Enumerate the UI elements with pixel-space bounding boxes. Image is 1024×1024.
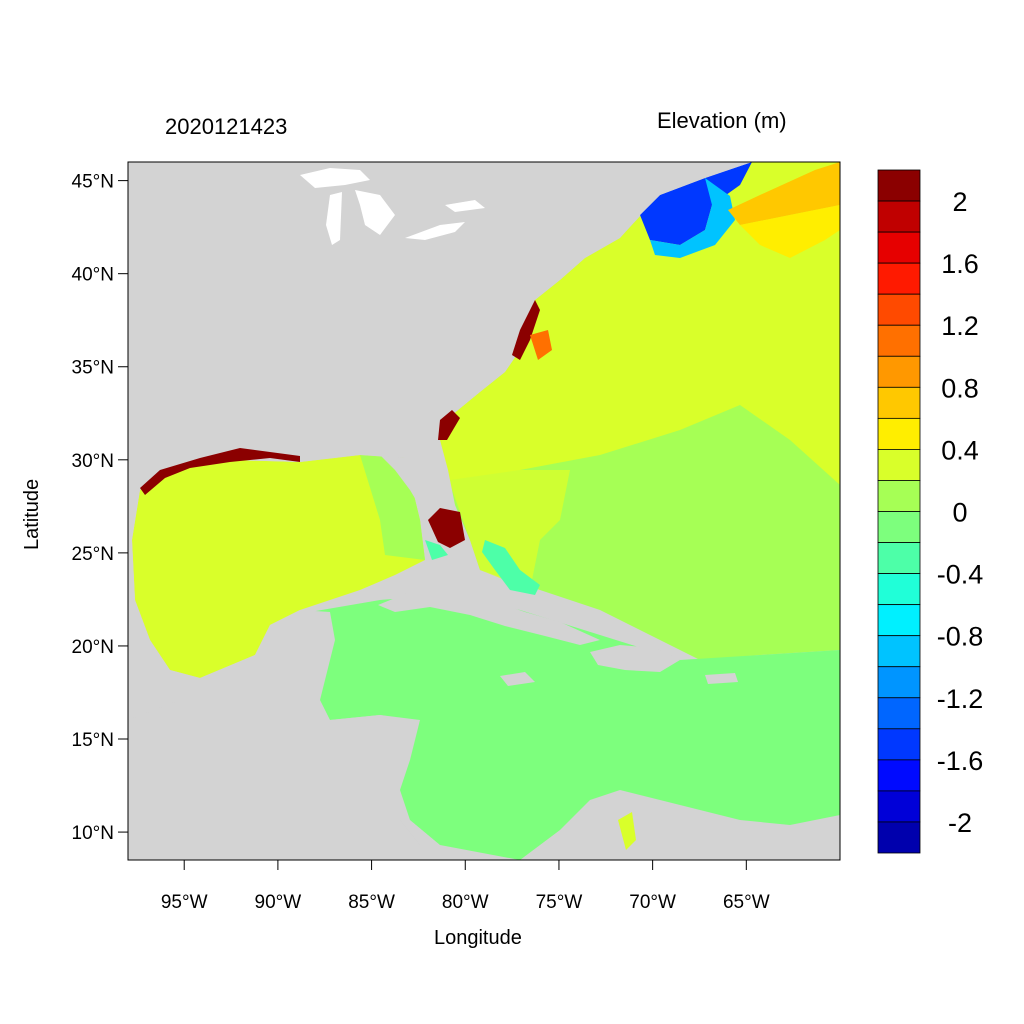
colorbar-swatch xyxy=(877,821,921,854)
colorbar-swatch xyxy=(877,604,921,637)
colorbar-swatch xyxy=(877,417,921,450)
colorbar-swatch xyxy=(877,635,921,668)
x-tick-label: 85°W xyxy=(348,892,395,913)
lake-michigan xyxy=(326,192,342,245)
colorbar xyxy=(877,169,921,854)
south-america-land xyxy=(520,790,840,860)
central-america-land xyxy=(128,610,440,860)
colorbar-swatch xyxy=(877,262,921,295)
colorbar-swatch xyxy=(877,697,921,730)
gulf-of-maine-rim xyxy=(650,178,735,258)
map-frame xyxy=(127,161,841,861)
gulf-of-mexico xyxy=(132,455,425,678)
texas-louisiana-surge xyxy=(140,448,300,495)
atlantic-band xyxy=(440,162,840,485)
colorbar-swatch xyxy=(877,169,921,202)
colorbar-label: -2 xyxy=(948,808,972,838)
lake-huron xyxy=(355,190,395,235)
jamaica xyxy=(500,672,535,686)
colorbar-swatch xyxy=(877,542,921,574)
x-tick-label: 95°W xyxy=(161,892,208,913)
variable-label: Elevation (m) xyxy=(657,108,787,133)
atlantic-band-south xyxy=(445,470,570,590)
x-tick-label: 65°W xyxy=(723,892,770,913)
colorbar-swatch xyxy=(877,790,921,823)
carolina-surge xyxy=(512,300,540,360)
bahamas-shallows xyxy=(482,540,540,595)
colorbar-label: -0.8 xyxy=(937,622,984,652)
x-axis-ticks: 95°W 90°W 85°W 80°W 75°W 70°W 65°W xyxy=(161,860,770,913)
lake-erie xyxy=(405,222,465,240)
colorbar-swatch xyxy=(877,355,921,388)
georgia-surge xyxy=(438,410,460,440)
y-tick-label: 25°N xyxy=(72,544,114,565)
x-tick-label: 70°W xyxy=(629,892,676,913)
colorbar-label: 2 xyxy=(952,187,967,217)
colorbar-swatch xyxy=(877,231,921,264)
nj-surge xyxy=(530,330,552,360)
colorbar-swatch xyxy=(877,666,921,699)
mexico-land xyxy=(128,490,200,720)
colorbar-label: 1.6 xyxy=(941,249,979,279)
south-florida-high xyxy=(428,508,465,548)
colorbar-swatch xyxy=(877,293,921,326)
x-axis-label: Longitude xyxy=(434,927,522,949)
colorbar-swatch xyxy=(877,480,921,512)
colorbar-swatch xyxy=(877,324,921,357)
colorbar-swatch xyxy=(877,200,921,233)
colorbar-label: -0.4 xyxy=(937,560,984,590)
colorbar-label: 0.8 xyxy=(941,373,979,403)
colorbar-swatch xyxy=(877,449,921,481)
lake-ontario xyxy=(445,200,485,212)
y-tick-label: 35°N xyxy=(72,358,114,379)
colorbar-swatch xyxy=(877,511,921,543)
maracaibo-lake xyxy=(618,812,636,850)
y-tick-label: 20°N xyxy=(72,637,114,658)
gulf-of-maine-low xyxy=(640,162,752,245)
nova-scotia-high xyxy=(728,162,840,225)
x-tick-label: 75°W xyxy=(536,892,583,913)
y-tick-label: 45°N xyxy=(72,172,114,193)
florida-bay-low xyxy=(425,540,448,560)
date-label: 2020121423 xyxy=(165,114,288,139)
hispaniola xyxy=(590,645,680,672)
colorbar-swatch xyxy=(877,728,921,761)
colorbar-label: 0.4 xyxy=(941,435,979,465)
cuba xyxy=(378,590,600,645)
y-axis-ticks: 45°N 40°N 35°N 30°N 25°N 20°N 15°N 10°N xyxy=(72,172,128,844)
lake-superior xyxy=(300,168,370,188)
y-tick-label: 15°N xyxy=(72,730,114,751)
colorbar-label: -1.6 xyxy=(937,746,984,776)
map-area xyxy=(128,162,840,860)
colorbar-swatch xyxy=(877,386,921,419)
y-tick-label: 40°N xyxy=(72,265,114,286)
us-east-coast-land xyxy=(128,162,752,510)
colorbar-labels: 2 1.6 1.2 0.8 0.4 0 -0.4 -0.8 -1.2 -1.6 -2 xyxy=(937,187,984,838)
puerto-rico xyxy=(705,673,738,684)
y-tick-label: 10°N xyxy=(72,823,114,844)
x-tick-label: 90°W xyxy=(255,892,302,913)
nova-scotia-band xyxy=(740,205,840,258)
colorbar-swatch xyxy=(877,759,921,792)
caribbean-sea xyxy=(310,595,840,860)
x-tick-label: 80°W xyxy=(442,892,489,913)
colorbar-label: 1.2 xyxy=(941,311,979,341)
colorbar-swatch xyxy=(877,573,921,606)
y-tick-label: 30°N xyxy=(72,451,114,472)
colorbar-label: -1.2 xyxy=(937,684,984,714)
colorbar-label: 0 xyxy=(952,498,967,528)
